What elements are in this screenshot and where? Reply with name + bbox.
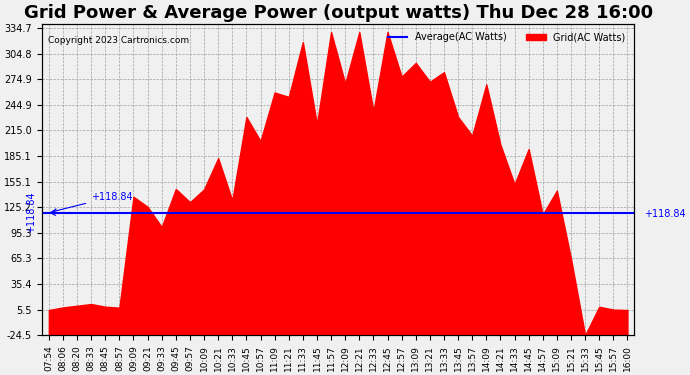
Text: +118.84: +118.84: [26, 192, 36, 234]
Text: +118.84: +118.84: [52, 192, 132, 213]
Title: Grid Power & Average Power (output watts) Thu Dec 28 16:00: Grid Power & Average Power (output watts…: [23, 4, 653, 22]
Text: Copyright 2023 Cartronics.com: Copyright 2023 Cartronics.com: [48, 36, 189, 45]
Legend: Average(AC Watts), Grid(AC Watts): Average(AC Watts), Grid(AC Watts): [384, 28, 629, 46]
